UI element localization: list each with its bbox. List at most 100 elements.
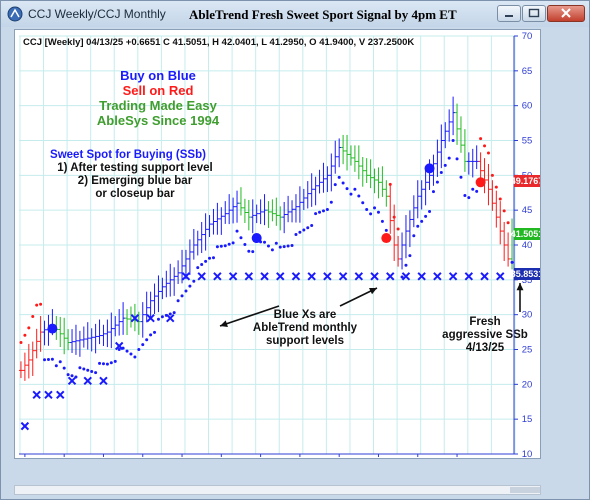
trailing-stop-dot — [408, 254, 412, 258]
trailing-stop-dot — [467, 196, 471, 200]
trailing-stop-dot — [54, 364, 58, 368]
signal-dot-blue — [424, 163, 435, 174]
trailing-stop-dot — [101, 362, 105, 366]
blue-xs-line3: support levels — [266, 335, 344, 347]
trailing-stop-dot — [23, 333, 27, 337]
trailing-stop-dot — [82, 367, 86, 371]
trailing-stop-dot — [176, 299, 180, 303]
trailing-stop-dot — [365, 207, 369, 211]
trailing-stop-dot — [35, 303, 39, 307]
support-x-mark — [130, 313, 140, 323]
trailing-stop-dot — [498, 197, 502, 201]
annotation-arrow — [339, 287, 378, 307]
trailing-stop-dot — [188, 284, 192, 288]
price-tag-green: 41.5051 — [511, 228, 543, 240]
trailing-stop-dot — [274, 241, 278, 245]
trailing-stop-dot — [278, 245, 282, 249]
trailing-stop-dot — [243, 243, 247, 247]
trailing-stop-dot — [208, 256, 212, 260]
trailing-stop-dot — [451, 139, 455, 142]
trailing-stop-dot — [200, 263, 204, 267]
y-axis: 10152025303540455055606570 — [513, 31, 533, 460]
support-x-mark — [244, 272, 254, 281]
trailing-stop-dot — [19, 341, 23, 345]
trailing-stop-dot — [196, 266, 200, 270]
trailing-stop-dot — [376, 210, 380, 214]
support-x-mark — [386, 272, 395, 281]
trailing-stop-dot — [361, 201, 365, 205]
trailing-stop-dot — [345, 187, 349, 191]
annotation-arrow — [219, 305, 280, 327]
trailing-stop-dot — [318, 210, 322, 214]
sweet-spot-line2: 2) Emerging blue bar — [78, 175, 193, 187]
trailing-stop-dot — [43, 358, 47, 362]
trailing-stop-dot — [447, 156, 451, 160]
support-x-mark — [338, 272, 348, 281]
blue-xs-line2: AbleTrend monthly — [253, 322, 358, 334]
trailing-stop-dot — [380, 219, 384, 223]
y-tick-label: 45 — [522, 205, 533, 216]
trailing-stop-dot — [160, 315, 164, 319]
support-x-mark — [370, 272, 379, 281]
chart-title: AbleTrend Fresh Sweet Sport Signal by 4p… — [189, 7, 457, 22]
support-x-mark — [228, 272, 238, 281]
trailing-stop-dot — [416, 224, 420, 228]
trailing-stop-dot — [463, 194, 467, 198]
info-line: CCJ [Weekly] 04/13/25 +0.6651 C 41.5051,… — [23, 37, 414, 48]
trailing-stop-dot — [439, 171, 443, 175]
chart-tab-title[interactable]: CCJ Weekly/CCJ Monthly — [28, 7, 166, 21]
annotation-arrows — [219, 283, 524, 327]
maximize-button[interactable] — [522, 5, 546, 22]
support-x-mark — [354, 272, 364, 281]
trailing-stop-dot — [286, 244, 290, 248]
price-tag-red-value: 49.1767 — [511, 176, 540, 186]
signal-dots — [19, 137, 514, 379]
trailing-stop-dot — [357, 194, 361, 198]
scrollbar-thumb[interactable] — [510, 487, 540, 493]
horizontal-scrollbar[interactable] — [14, 485, 541, 495]
trailing-stop-dot — [50, 357, 54, 361]
trailing-stop-dot — [98, 361, 102, 365]
trailing-stop-dot — [66, 373, 70, 377]
support-x-mark — [197, 272, 206, 281]
trailing-stop-dot — [27, 326, 31, 330]
support-x-mark — [276, 272, 285, 281]
minimize-button[interactable] — [497, 5, 521, 22]
trailing-stop-dot — [502, 209, 506, 213]
trailing-stop-dot — [39, 302, 43, 306]
trailing-stop-dot — [156, 317, 160, 321]
support-xs — [20, 272, 505, 431]
trailing-stop-dot — [172, 311, 176, 315]
trailing-stop-dot — [302, 228, 306, 232]
trailing-stop-dot — [270, 248, 274, 252]
blue-xs-annotation: Blue Xs are AbleTrend monthly support le… — [253, 309, 358, 347]
y-tick-label: 70 — [522, 31, 533, 42]
trailing-stop-dot — [247, 249, 251, 253]
trailing-stop-dot — [412, 234, 416, 238]
maximize-icon — [528, 8, 540, 18]
fresh-line3: 4/13/25 — [466, 342, 505, 354]
trailing-stop-dot — [62, 366, 66, 370]
support-x-mark — [433, 272, 442, 281]
y-tick-label: 40 — [522, 240, 533, 251]
support-x-mark — [291, 272, 301, 281]
trailing-stop-dot — [137, 348, 141, 351]
trailing-stop-dot — [263, 240, 267, 244]
close-button[interactable] — [547, 5, 585, 22]
trailing-stop-dot — [113, 359, 117, 363]
close-icon — [561, 8, 571, 18]
y-tick-label: 10 — [522, 449, 533, 458]
trailing-stop-dot — [117, 348, 121, 351]
price-chart[interactable]: CCJ [Weekly] 04/13/25 +0.6651 C 41.5051,… — [15, 30, 543, 460]
sweet-spot-line1: 1) After testing support level — [57, 162, 213, 174]
signal-dot-blue — [47, 323, 58, 334]
trailing-stop-dot — [149, 333, 153, 337]
trailing-stop-dot — [204, 259, 208, 263]
trailing-stop-dot — [109, 361, 113, 365]
plot-area[interactable]: CCJ [Weekly] 04/13/25 +0.6651 C 41.5051,… — [14, 29, 543, 460]
support-x-mark — [448, 272, 458, 281]
trailing-stop-dot — [321, 209, 325, 213]
trailing-stop-dot — [314, 212, 318, 216]
signal-dot-red — [381, 233, 392, 244]
trailing-stop-dot — [290, 244, 294, 248]
